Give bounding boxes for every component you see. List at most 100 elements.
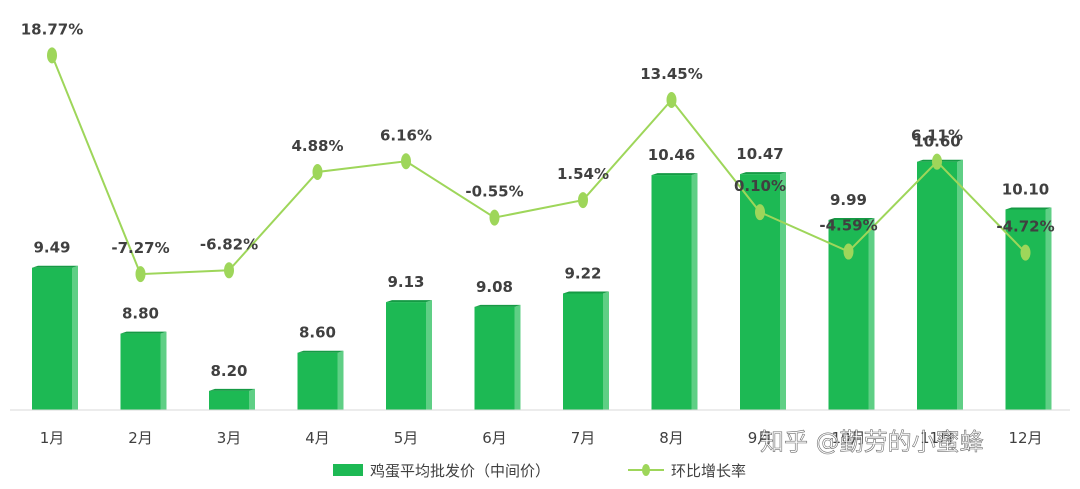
x-tick-label: 2月 (128, 429, 153, 447)
rate-value-label: -7.27% (111, 239, 169, 257)
rate-value-label: 13.45% (640, 65, 702, 83)
bar-side (337, 350, 344, 410)
legend: 鸡蛋平均批发价（中间价） 环比增长率 (333, 462, 746, 480)
rate-value-label: 1.54% (557, 165, 609, 183)
x-tick-label: 9月 (748, 429, 773, 447)
rate-marker-2 (135, 266, 146, 283)
legend-bar-swatch (333, 464, 363, 476)
rate-marker-5 (401, 153, 411, 170)
bar-side (249, 388, 255, 410)
bar-front (1005, 209, 1046, 410)
bar-value-label: 8.20 (210, 362, 247, 380)
bar-front (120, 333, 161, 410)
bar-5: 9.13 (386, 273, 432, 410)
bar-1: 9.49 (32, 239, 78, 410)
bar-top (828, 217, 875, 220)
bar-side (780, 172, 786, 410)
bar-front (651, 175, 692, 410)
rate-value-label: 0.10% (734, 177, 786, 195)
rate-marker-7 (578, 192, 588, 209)
x-tick-label: 12月 (1008, 429, 1042, 447)
bar-9: 10.47 (736, 145, 786, 410)
rate-value-label: -0.55% (465, 183, 523, 201)
bar-3: 8.20 (209, 362, 255, 410)
bar-side (691, 173, 698, 410)
bar-11: 10.60 (913, 133, 963, 410)
rate-value-label: -6.82% (200, 235, 258, 253)
x-tick-label: 7月 (571, 429, 596, 447)
bar-top (209, 388, 255, 391)
watermark: 知乎 @勤劳的小蜜蜂 (760, 428, 984, 456)
bar-value-label: 9.13 (387, 273, 424, 291)
rate-marker-11 (932, 153, 942, 170)
rate-marker-8 (666, 92, 677, 109)
bar-value-label: 9.49 (33, 239, 70, 257)
bar-front (563, 293, 603, 410)
rate-value-label: 6.11% (911, 127, 963, 145)
bar-side (72, 265, 78, 410)
bar-top (740, 172, 786, 175)
rate-value-label: 18.77% (21, 20, 83, 38)
rate-marker-1 (47, 47, 57, 64)
bar-6: 9.08 (474, 278, 521, 410)
bar-side (160, 331, 167, 410)
bar-top (386, 300, 432, 303)
x-tick-label: 1月 (40, 429, 65, 447)
bar-value-label: 10.47 (736, 145, 783, 163)
bar-7: 9.22 (563, 264, 609, 410)
bar-series: 9.49 8.80 8.20 8.60 9.13 9.08 9.22 10.46 10.47 9.… (32, 133, 1052, 410)
bar-value-label: 8.60 (299, 324, 336, 342)
bar-side (426, 300, 432, 410)
bar-4: 8.60 (297, 324, 344, 410)
bar-front (917, 161, 957, 410)
rate-marker-10 (843, 243, 854, 260)
bar-side (514, 304, 521, 410)
bar-value-label: 9.22 (564, 264, 601, 282)
x-tick-label: 3月 (217, 429, 242, 447)
bar-top (474, 304, 521, 307)
x-tick-labels: 1月 2月 3月 4月 5月 6月 7月 8月 9月 10月 11月 12月 (40, 429, 1043, 447)
rate-value-label: 4.88% (291, 137, 343, 155)
bar-8: 10.46 (648, 146, 698, 410)
bar-top (32, 265, 78, 268)
rate-marker-4 (312, 164, 323, 181)
bar-front (386, 302, 426, 410)
bar-value-label: 10.60 (913, 133, 960, 151)
x-tick-label: 5月 (394, 429, 419, 447)
x-tick-label: 10月 (831, 429, 865, 447)
bar-front (32, 267, 72, 410)
bar-2: 8.80 (120, 305, 167, 410)
bar-top (120, 331, 167, 334)
legend-bar-label: 鸡蛋平均批发价（中间价） (370, 462, 550, 480)
bar-side (1045, 207, 1052, 410)
bar-side (868, 217, 875, 410)
bar-value-label: 9.99 (830, 191, 867, 209)
rate-value-label: 6.16% (380, 126, 432, 144)
bar-top (297, 350, 344, 353)
bar-value-label: 10.46 (648, 146, 695, 164)
bar-12: 10.10 (1002, 180, 1052, 410)
rate-marker-12 (1020, 244, 1031, 261)
bar-front (474, 306, 515, 410)
legend-line-marker (642, 464, 650, 476)
rate-line (51, 54, 1027, 276)
bar-top (1005, 207, 1052, 210)
rate-marker-3 (224, 262, 234, 279)
rate-marker-9 (755, 204, 765, 221)
bar-front (297, 352, 338, 410)
bar-side (957, 159, 963, 410)
bar-side (603, 291, 609, 410)
bar-top (563, 291, 609, 294)
bar-front (209, 390, 249, 410)
rate-value-label: -4.72% (996, 218, 1054, 236)
x-tick-label: 11月 (920, 429, 954, 447)
bar-top (651, 173, 698, 176)
rate-line-series: 18.77% -7.27% -6.82% 4.88% 6.16% -0.55% 1.54% 1… (21, 20, 1055, 283)
legend-line-label: 环比增长率 (671, 462, 746, 480)
x-tick-label: 8月 (659, 429, 684, 447)
x-tick-label: 6月 (482, 429, 507, 447)
x-tick-label: 4月 (305, 429, 330, 447)
bar-value-label: 8.80 (122, 305, 159, 323)
bar-value-label: 10.10 (1002, 180, 1049, 198)
